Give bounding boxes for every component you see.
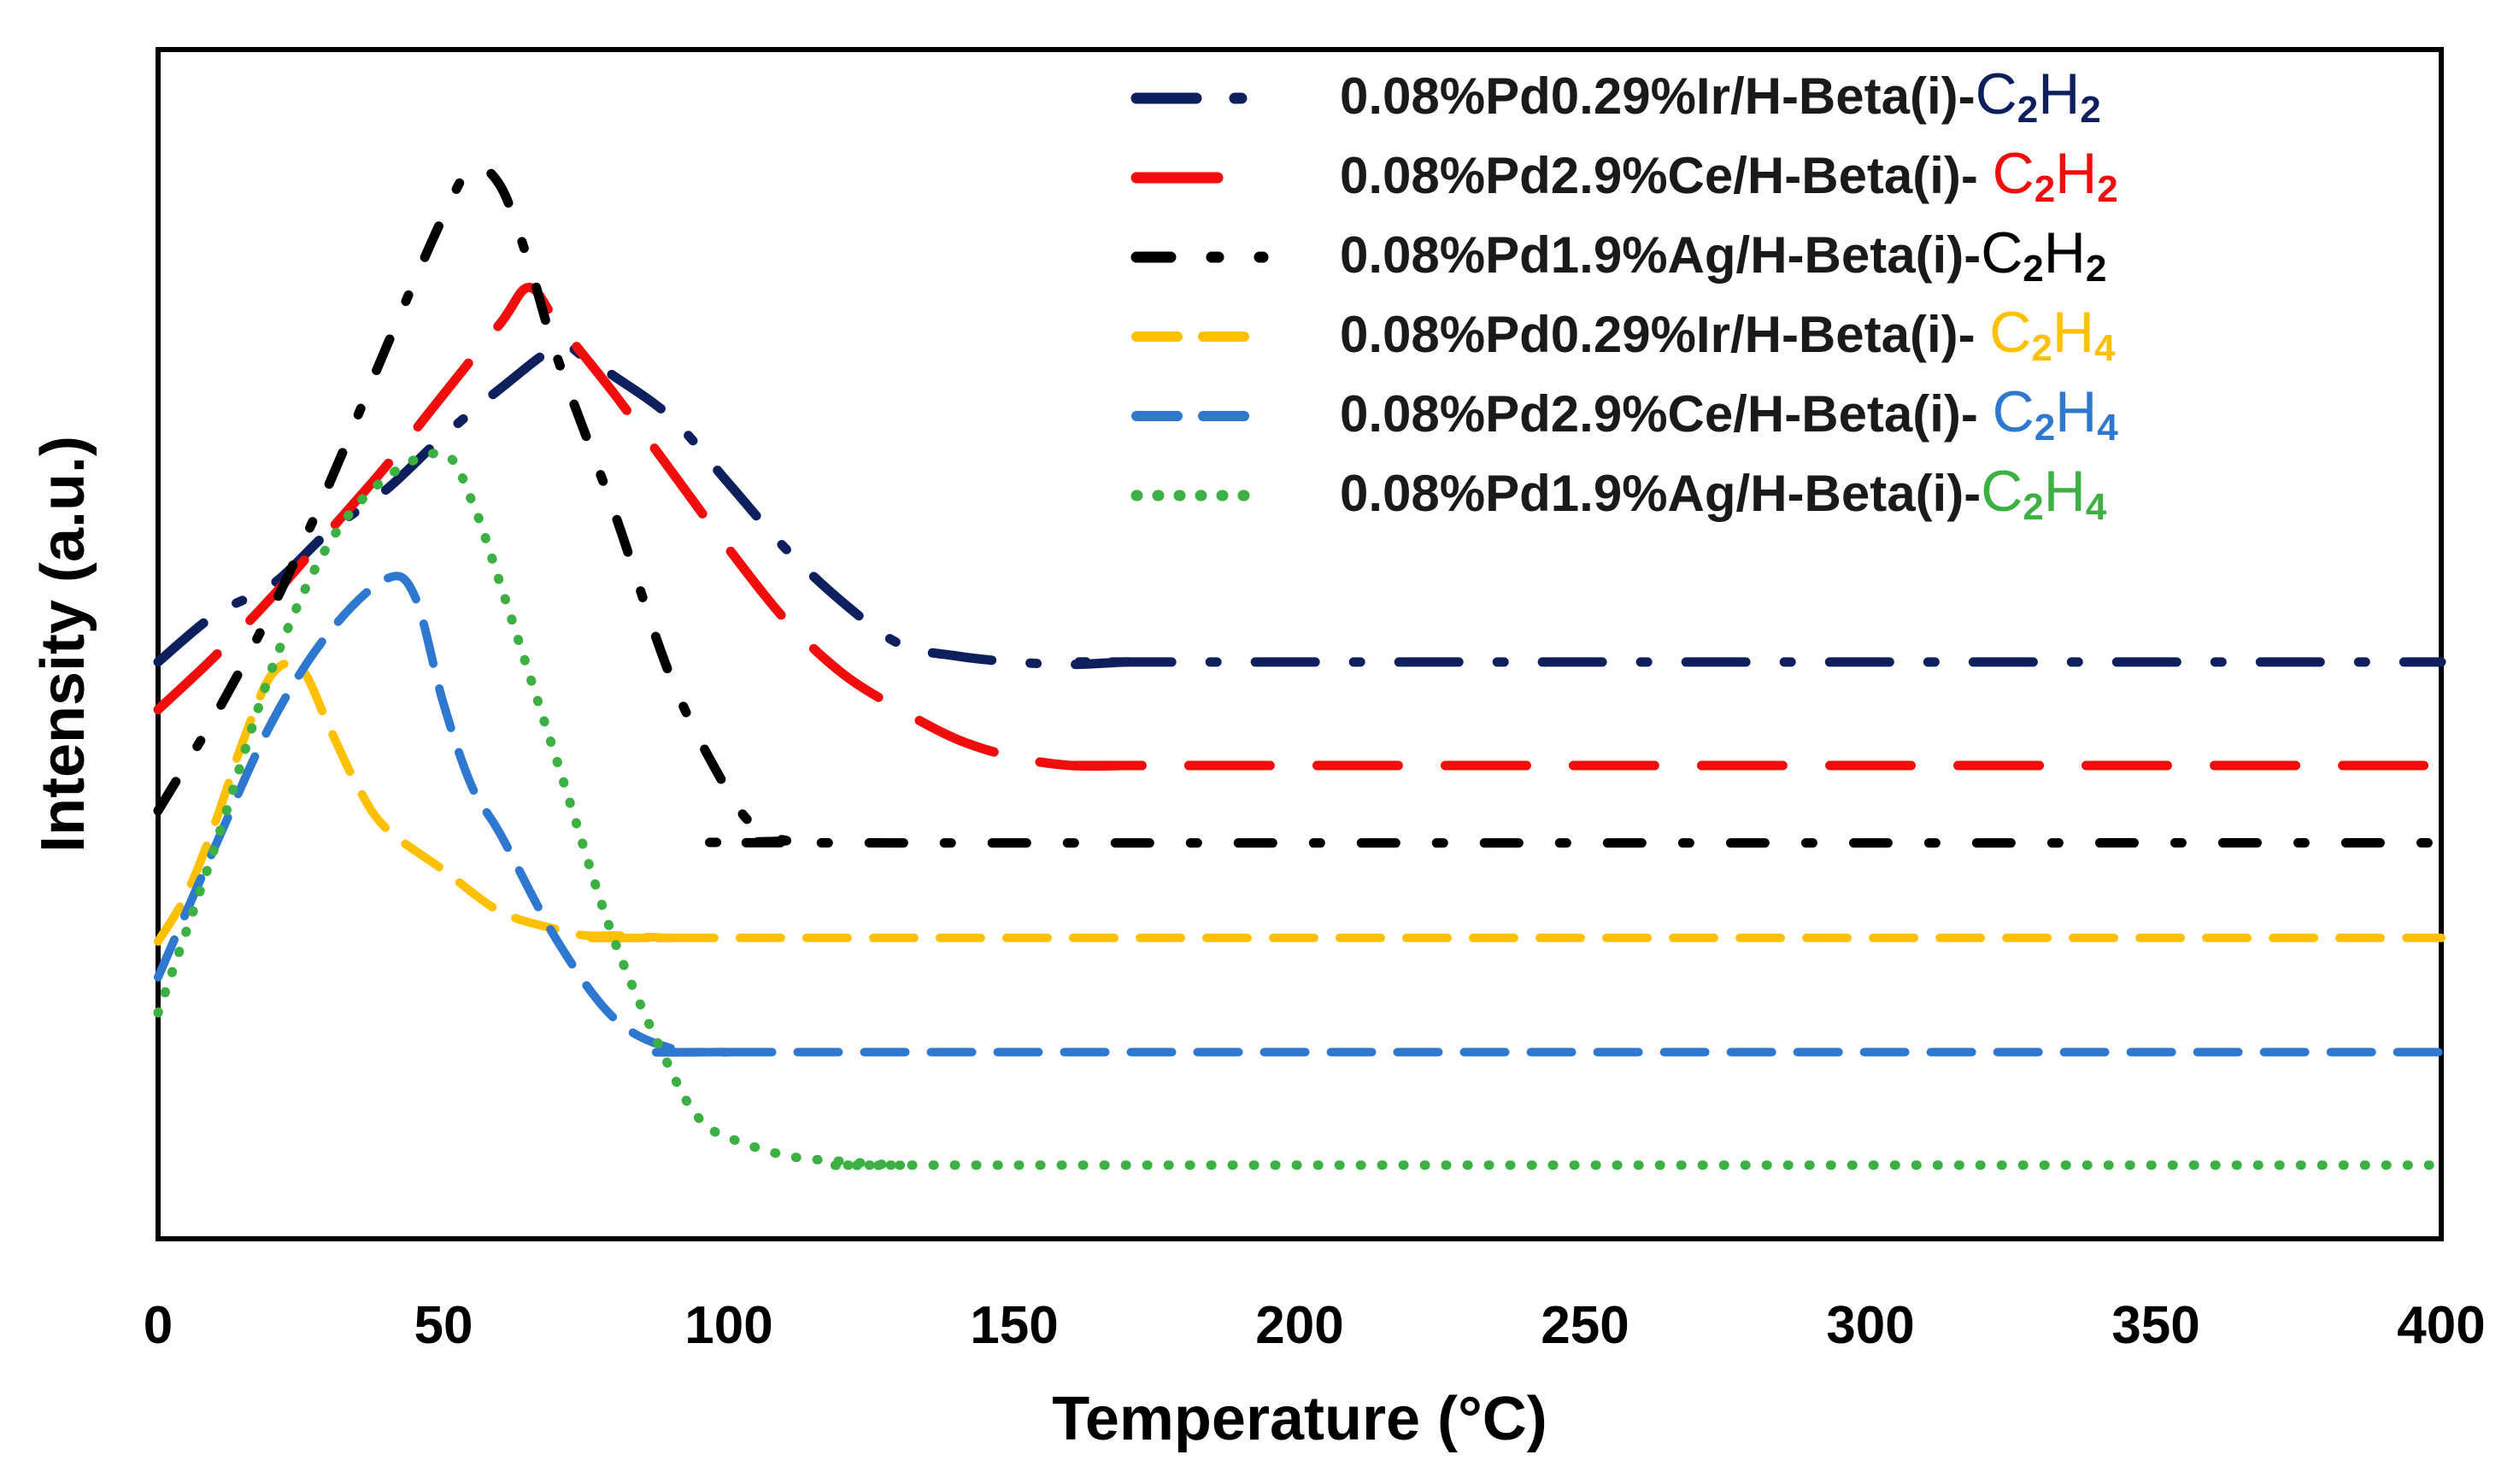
series-line-6: [153, 448, 2446, 1170]
x-tick-labels: 0 50 100 150 200 250 300 350 400: [144, 1296, 2486, 1355]
x-axis-title: Temperature (°C): [1052, 1385, 1547, 1453]
legend: 0.08%Pd0.29%Ir/H-Beta(i)-C2H2 0.08%Pd2.9%…: [1130, 62, 2118, 528]
x-tick-label: 400: [2397, 1296, 2485, 1355]
series-line-3: [153, 161, 2446, 848]
x-tick-label: 300: [1826, 1296, 1914, 1355]
legend-label-1: 0.08%Pd0.29%Ir/H-Beta(i)-C2H2: [1340, 62, 2101, 131]
x-tick-label: 50: [414, 1296, 473, 1355]
x-tick-label: 150: [970, 1296, 1058, 1355]
x-tick-label: 250: [1541, 1296, 1629, 1355]
series-line-2: [153, 282, 2446, 771]
legend-label-3: 0.08%Pd1.9%Ag/H-Beta(i)-C2H2: [1340, 220, 2106, 290]
x-tick-label: 350: [2111, 1296, 2199, 1355]
legend-label-2: 0.08%Pd2.9%Ce/H-Beta(i)- C2H2: [1340, 141, 2118, 210]
legend-label-6: 0.08%Pd1.9%Ag/H-Beta(i)-C2H4: [1340, 459, 2107, 528]
legend-label-5: 0.08%Pd2.9%Ce/H-Beta(i)- C2H4: [1340, 379, 2118, 449]
legend-label-4: 0.08%Pd0.29%Ir/H-Beta(i)- C2H4: [1340, 300, 2116, 369]
series-line-5: [154, 572, 2446, 1057]
x-tick-label: 200: [1255, 1296, 1343, 1355]
plot-frame: [156, 47, 2444, 1241]
series-layer: [153, 161, 2446, 1170]
x-tick-label: 0: [144, 1296, 173, 1355]
y-axis-title: Intensity (a.u.): [29, 436, 97, 853]
x-tick-label: 100: [684, 1296, 772, 1355]
series-line-1: [153, 341, 2446, 670]
